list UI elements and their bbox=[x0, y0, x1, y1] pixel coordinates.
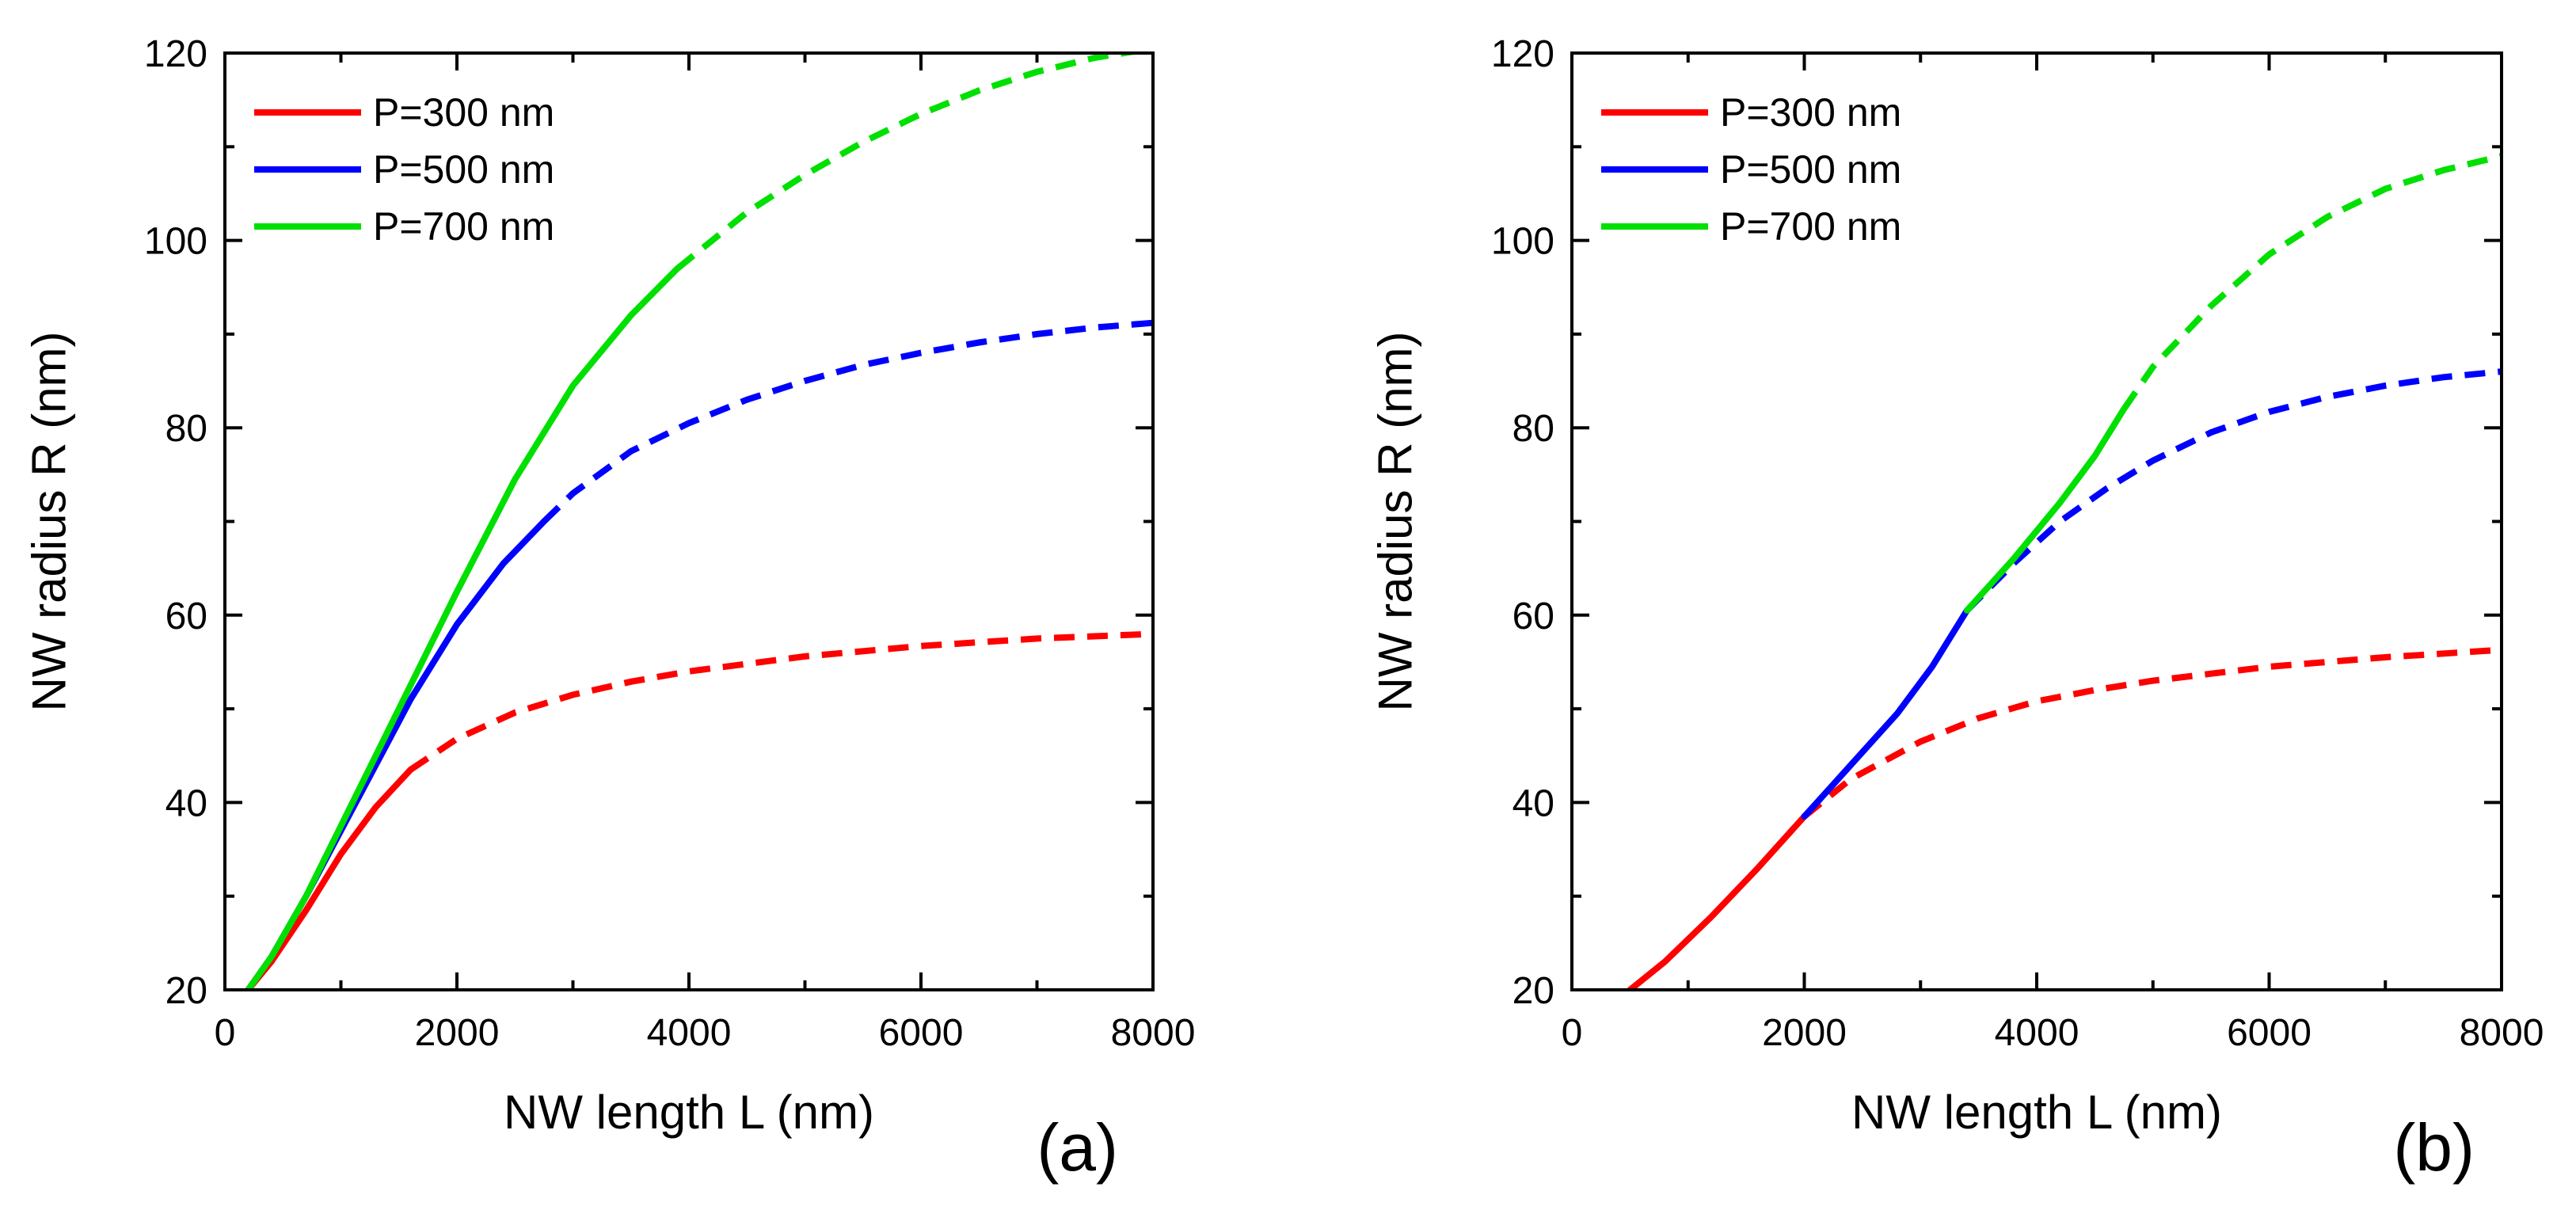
plot-frame bbox=[223, 51, 1155, 991]
panel-b: 0 2000 4000 6000 8000 20 40 60 80 100 120 NW length… bbox=[1369, 33, 2544, 1185]
y-axis-title: NW radius R (nm) bbox=[1369, 331, 1422, 711]
series-0-dashed-line bbox=[1802, 646, 2502, 820]
x-tick-label: 6000 bbox=[879, 1012, 964, 1054]
legend: P=300 nm P=500 nm P=700 nm bbox=[254, 90, 554, 249]
x-tick-label: 8000 bbox=[2460, 1012, 2544, 1054]
y-tick-label: 60 bbox=[166, 595, 207, 637]
series-1-solid-line bbox=[1801, 607, 1970, 820]
legend-label: P=700 nm bbox=[373, 204, 554, 249]
y-tick-label: 80 bbox=[166, 408, 207, 450]
panel-label: (b) bbox=[2393, 1110, 2475, 1185]
x-tick-label: 6000 bbox=[2227, 1012, 2312, 1054]
legend-label: P=300 nm bbox=[1720, 90, 1901, 135]
y-tick-label: 120 bbox=[1491, 33, 1554, 75]
x-axis-title: NW length L (nm) bbox=[1851, 1086, 2222, 1139]
x-axis-title: NW length L (nm) bbox=[504, 1086, 874, 1139]
series-2-solid-line bbox=[245, 265, 681, 990]
series-2-dashed-line bbox=[2121, 153, 2502, 411]
x-tick-label: 2000 bbox=[1762, 1012, 1847, 1054]
y-tick-label: 20 bbox=[166, 970, 207, 1012]
y-tick-label: 100 bbox=[1491, 221, 1554, 263]
panel-label: (a) bbox=[1037, 1110, 1118, 1185]
y-tick-label: 60 bbox=[1512, 595, 1554, 637]
series-lines bbox=[245, 53, 1153, 990]
y-tick-label: 120 bbox=[144, 33, 207, 75]
series-1-dashed-line bbox=[1965, 368, 2502, 613]
y-tick-label: 20 bbox=[1512, 970, 1554, 1012]
x-tick-label: 4000 bbox=[1995, 1012, 2079, 1054]
plot-frame bbox=[1570, 51, 2503, 991]
x-tick-label: 4000 bbox=[647, 1012, 732, 1054]
y-tick-label: 100 bbox=[144, 221, 207, 263]
x-tick-label: 0 bbox=[1562, 1012, 1583, 1054]
series-lines bbox=[1627, 153, 2502, 990]
y-tick-label: 40 bbox=[166, 782, 207, 824]
y-tick-label: 40 bbox=[1512, 782, 1554, 824]
x-tick-label: 2000 bbox=[415, 1012, 500, 1054]
series-2-solid-line bbox=[1963, 405, 2128, 614]
legend-label: P=500 nm bbox=[1720, 147, 1901, 192]
legend: P=300 nm P=500 nm P=700 nm bbox=[1601, 90, 1901, 249]
legend-label: P=500 nm bbox=[373, 147, 554, 192]
legend-label: P=300 nm bbox=[373, 90, 554, 135]
series-0-dashed-line bbox=[409, 630, 1153, 773]
series-0-solid-line bbox=[1627, 813, 1808, 990]
x-tick-label: 8000 bbox=[1111, 1012, 1196, 1054]
series-1-dashed-line bbox=[542, 319, 1153, 524]
x-tick-label: 0 bbox=[215, 1012, 236, 1054]
y-tick-label: 80 bbox=[1512, 408, 1554, 450]
series-2-dashed-line bbox=[675, 53, 1144, 272]
panel-a: 0 2000 4000 6000 8000 20 40 60 80 100 120 NW length… bbox=[23, 33, 1196, 1185]
y-axis-title: NW radius R (nm) bbox=[23, 331, 76, 711]
legend-label: P=700 nm bbox=[1720, 204, 1901, 249]
